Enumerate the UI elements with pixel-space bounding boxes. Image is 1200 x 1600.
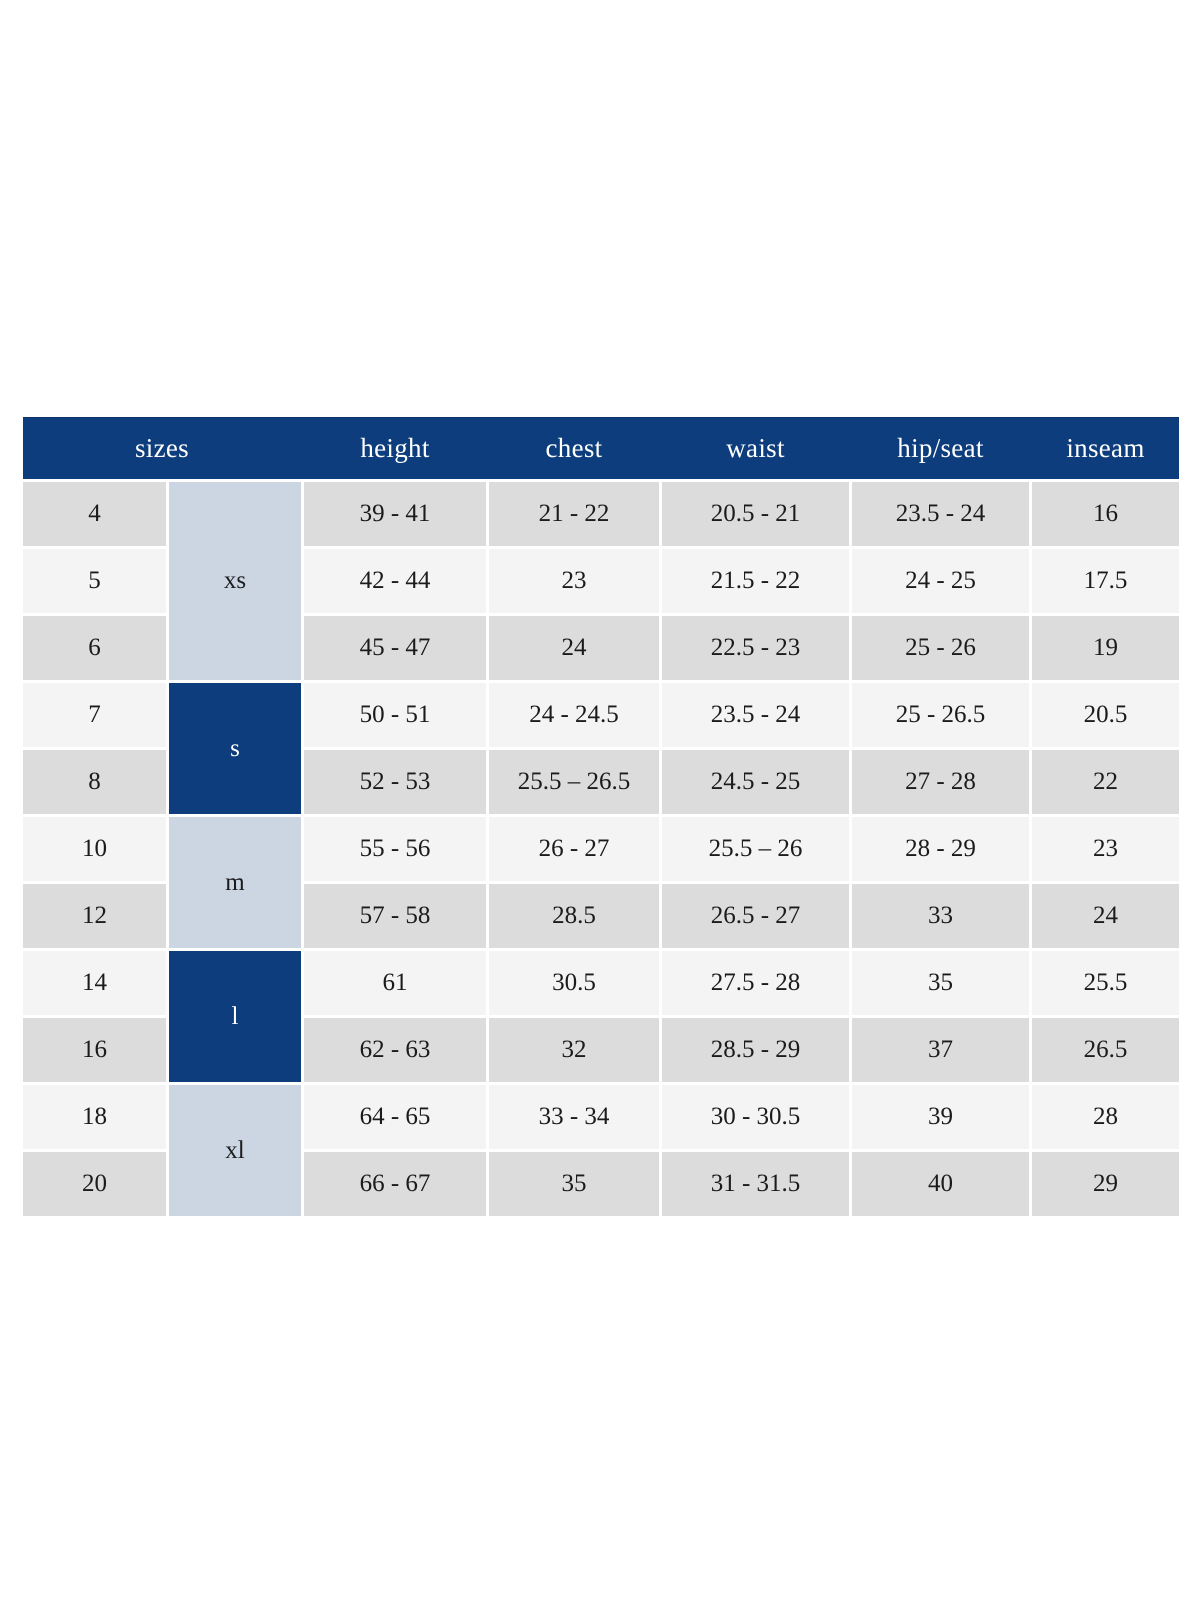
cell-size: 12 [23, 884, 166, 948]
cell-chest: 32 [489, 1018, 659, 1082]
cell-inseam: 19 [1032, 616, 1179, 680]
cell-waist: 23.5 - 24 [662, 683, 849, 747]
header-cell-inseam: inseam [1066, 433, 1145, 463]
cell-height: 42 - 44 [304, 549, 486, 613]
cell-waist: 22.5 - 23 [662, 616, 849, 680]
cell-hip-seat: 25 - 26 [852, 616, 1029, 680]
cell-size: 16 [23, 1018, 166, 1082]
cell-inseam: 25.5 [1032, 951, 1179, 1015]
cell-inseam: 22 [1032, 750, 1179, 814]
cell-hip-seat: 39 [852, 1085, 1029, 1149]
cell-inseam: 17.5 [1032, 549, 1179, 613]
cell-waist: 24.5 - 25 [662, 750, 849, 814]
cell-hip-seat: 23.5 - 24 [852, 482, 1029, 546]
size-group-cell-l: l [169, 951, 301, 1082]
cell-hip-seat: 35 [852, 951, 1029, 1015]
cell-inseam: 20.5 [1032, 683, 1179, 747]
cell-size: 20 [23, 1152, 166, 1216]
cell-chest: 24 [489, 616, 659, 680]
cell-chest: 23 [489, 549, 659, 613]
cell-size: 10 [23, 817, 166, 881]
cell-hip-seat: 37 [852, 1018, 1029, 1082]
cell-hip-seat: 27 - 28 [852, 750, 1029, 814]
cell-hip-seat: 40 [852, 1152, 1029, 1216]
cell-hip-seat: 25 - 26.5 [852, 683, 1029, 747]
cell-waist: 31 - 31.5 [662, 1152, 849, 1216]
cell-size: 14 [23, 951, 166, 1015]
header-cell-waist: waist [726, 433, 785, 463]
cell-chest: 28.5 [489, 884, 659, 948]
size-group-cell-s: s [169, 683, 301, 814]
cell-height: 39 - 41 [304, 482, 486, 546]
cell-inseam: 23 [1032, 817, 1179, 881]
cell-hip-seat: 33 [852, 884, 1029, 948]
cell-height: 62 - 63 [304, 1018, 486, 1082]
cell-chest: 33 - 34 [489, 1085, 659, 1149]
cell-waist: 28.5 - 29 [662, 1018, 849, 1082]
cell-inseam: 16 [1032, 482, 1179, 546]
cell-size: 4 [23, 482, 166, 546]
cell-height: 55 - 56 [304, 817, 486, 881]
cell-size: 6 [23, 616, 166, 680]
header-cell-height: height [360, 433, 430, 463]
cell-chest: 35 [489, 1152, 659, 1216]
cell-height: 64 - 65 [304, 1085, 486, 1149]
cell-size: 5 [23, 549, 166, 613]
cell-inseam: 28 [1032, 1085, 1179, 1149]
cell-inseam: 29 [1032, 1152, 1179, 1216]
cell-chest: 25.5 – 26.5 [489, 750, 659, 814]
cell-inseam: 26.5 [1032, 1018, 1179, 1082]
cell-height: 57 - 58 [304, 884, 486, 948]
header-cell-sizes: sizes [135, 433, 189, 463]
table-body: xs s m l xl 4 39 - 41 21 - 22 20.5 - 21 … [23, 482, 1179, 1216]
cell-chest: 30.5 [489, 951, 659, 1015]
table-header-row: sizes height chest waist hip/seat inseam [23, 417, 1179, 479]
cell-chest: 24 - 24.5 [489, 683, 659, 747]
cell-hip-seat: 24 - 25 [852, 549, 1029, 613]
size-group-cell-xs: xs [169, 482, 301, 680]
cell-height: 52 - 53 [304, 750, 486, 814]
cell-size: 18 [23, 1085, 166, 1149]
cell-height: 50 - 51 [304, 683, 486, 747]
cell-waist: 21.5 - 22 [662, 549, 849, 613]
cell-waist: 27.5 - 28 [662, 951, 849, 1015]
size-chart-table: sizes height chest waist hip/seat inseam… [23, 417, 1179, 1216]
cell-height: 45 - 47 [304, 616, 486, 680]
header-cell-hip-seat: hip/seat [897, 433, 984, 463]
cell-waist: 25.5 – 26 [662, 817, 849, 881]
cell-waist: 30 - 30.5 [662, 1085, 849, 1149]
cell-size: 8 [23, 750, 166, 814]
cell-chest: 21 - 22 [489, 482, 659, 546]
cell-hip-seat: 28 - 29 [852, 817, 1029, 881]
cell-waist: 26.5 - 27 [662, 884, 849, 948]
size-group-cell-m: m [169, 817, 301, 948]
size-group-cell-xl: xl [169, 1085, 301, 1216]
cell-inseam: 24 [1032, 884, 1179, 948]
cell-height: 66 - 67 [304, 1152, 486, 1216]
cell-waist: 20.5 - 21 [662, 482, 849, 546]
header-cell-chest: chest [545, 433, 603, 463]
cell-height: 61 [304, 951, 486, 1015]
cell-size: 7 [23, 683, 166, 747]
cell-chest: 26 - 27 [489, 817, 659, 881]
